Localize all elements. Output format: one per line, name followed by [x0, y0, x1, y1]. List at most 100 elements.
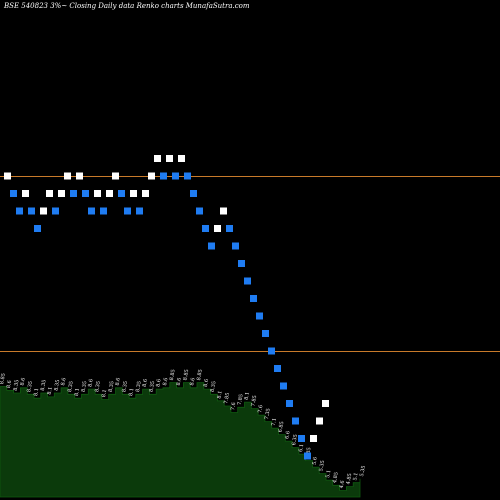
volume-label: 7.6 [230, 402, 237, 411]
renko-brick-down [232, 242, 239, 250]
volume-label: 8.85 [169, 369, 177, 381]
volume-label: 8.35 [210, 381, 218, 393]
volume-label: 7.35 [264, 408, 272, 420]
volume-label: 8.35 [135, 381, 143, 393]
renko-brick-down [292, 417, 299, 425]
renko-brick-down [256, 312, 263, 320]
renko-brick-up [94, 190, 101, 197]
volume-area [0, 382, 361, 498]
renko-brick-down [208, 242, 215, 250]
volume-label: 8.1 [47, 386, 54, 395]
volume-label: 7.85 [237, 394, 245, 406]
renko-brick-up [76, 172, 83, 180]
renko-brick-up [166, 155, 173, 162]
volume-label: 8.35 [81, 381, 89, 393]
volume-label: 8.1 [244, 392, 251, 401]
renko-brick-up [142, 190, 149, 197]
volume-labels: 8.858.6 8.358.6 8.358.18.358.1 8.358.6 8.358… [0, 369, 367, 489]
volume-label: 8.6 [155, 379, 162, 388]
volume-label: 8.35 [53, 379, 61, 391]
volume-label: 8.6 [162, 377, 169, 386]
volume-label: 7.6 [257, 405, 264, 414]
renko-brick-down [136, 207, 143, 215]
volume-label: 8.35 [40, 379, 48, 391]
volume-label: 4.6 [339, 480, 346, 489]
renko-brick-up [58, 190, 65, 197]
renko-brick-down [160, 172, 167, 180]
renko-brick-down [238, 260, 245, 267]
volume-label: 8.1 [74, 388, 81, 397]
renko-brick-down [88, 207, 95, 215]
volume-label: 5.35 [359, 465, 367, 477]
renko-brick-up [154, 155, 161, 162]
renko-brick-up [310, 435, 317, 442]
renko-brick-up [214, 225, 221, 232]
renko-brick-down [70, 190, 77, 197]
renko-brick-down [184, 172, 191, 180]
volume-label: 8.35 [94, 381, 102, 393]
renko-brick-down [286, 400, 293, 407]
renko-brick-down [298, 435, 305, 442]
renko-brick-down [10, 190, 17, 197]
renko-brick-up [40, 207, 47, 215]
volume-label: 8.6 [142, 379, 149, 388]
renko-brick-up [46, 190, 53, 197]
renko-brick-down [82, 190, 89, 197]
renko-brick-down [268, 347, 275, 355]
renko-brick-down [274, 365, 281, 372]
volume-label: 8.1 [216, 390, 223, 399]
renko-brick-down [124, 207, 131, 215]
renko-brick-down [226, 225, 233, 232]
renko-brick-down [100, 207, 107, 215]
volume-label: 8.1 [101, 389, 108, 398]
volume-label: 8.1 [33, 388, 40, 397]
volume-label: 5.1 [325, 470, 332, 479]
volume-label: 7.85 [223, 392, 231, 404]
volume-label: 8.6 [189, 377, 196, 386]
volume-label: 8.6 [203, 379, 210, 388]
renko-brick-down [172, 172, 179, 180]
renko-brick-down [304, 452, 311, 460]
volume-label: 8.85 [182, 369, 190, 381]
renko-brick-down [244, 277, 251, 285]
volume-label: 6.35 [291, 434, 299, 446]
volume-label: 8.6 [176, 377, 183, 386]
renko-brick-down [16, 207, 23, 215]
renko-brick-down [52, 207, 59, 215]
volume-label: 8.35 [67, 381, 75, 393]
volume-label: 8.6 [60, 377, 67, 386]
renko-brick-up [322, 400, 329, 407]
volume-label: 4.85 [332, 472, 340, 484]
renko-brick-up [178, 155, 185, 162]
renko-brick-down [34, 225, 41, 232]
renko-brick-up [148, 172, 155, 180]
renko-brick-up [22, 190, 29, 197]
volume-label: 5.35 [318, 460, 326, 472]
renko-brick-up [220, 207, 227, 215]
volume-label: 8.6 [6, 380, 13, 389]
chart-title: BSE 540823 3%~ Closing Daily data Renko … [3, 2, 250, 10]
volume-label: 8.85 [196, 369, 204, 381]
volume-label: 6.6 [284, 431, 291, 440]
volume-label: 6.1 [298, 444, 305, 453]
volume-label: 8.6 [87, 379, 94, 388]
renko-brick-down [118, 190, 125, 197]
renko-brick-down [196, 207, 203, 215]
renko-brick-up [64, 172, 71, 180]
volume-label: 6.85 [278, 421, 286, 433]
volume-label: 8.1 [128, 388, 135, 397]
renko-brick-down [280, 382, 287, 390]
volume-label: 7.85 [250, 395, 258, 407]
renko-bricks [4, 155, 329, 460]
volume-label: 8.6 [19, 377, 26, 386]
renko-brick-up [130, 190, 137, 197]
renko-brick-up [316, 417, 323, 425]
volume-label: 8.35 [108, 381, 116, 393]
volume-label: 5.1 [352, 472, 359, 481]
volume-label: 7.1 [271, 418, 278, 427]
volume-label: 8.35 [148, 381, 156, 393]
volume-label: 8.6 [115, 377, 122, 386]
volume-label: 8.35 [121, 381, 129, 393]
renko-brick-up [4, 172, 11, 180]
